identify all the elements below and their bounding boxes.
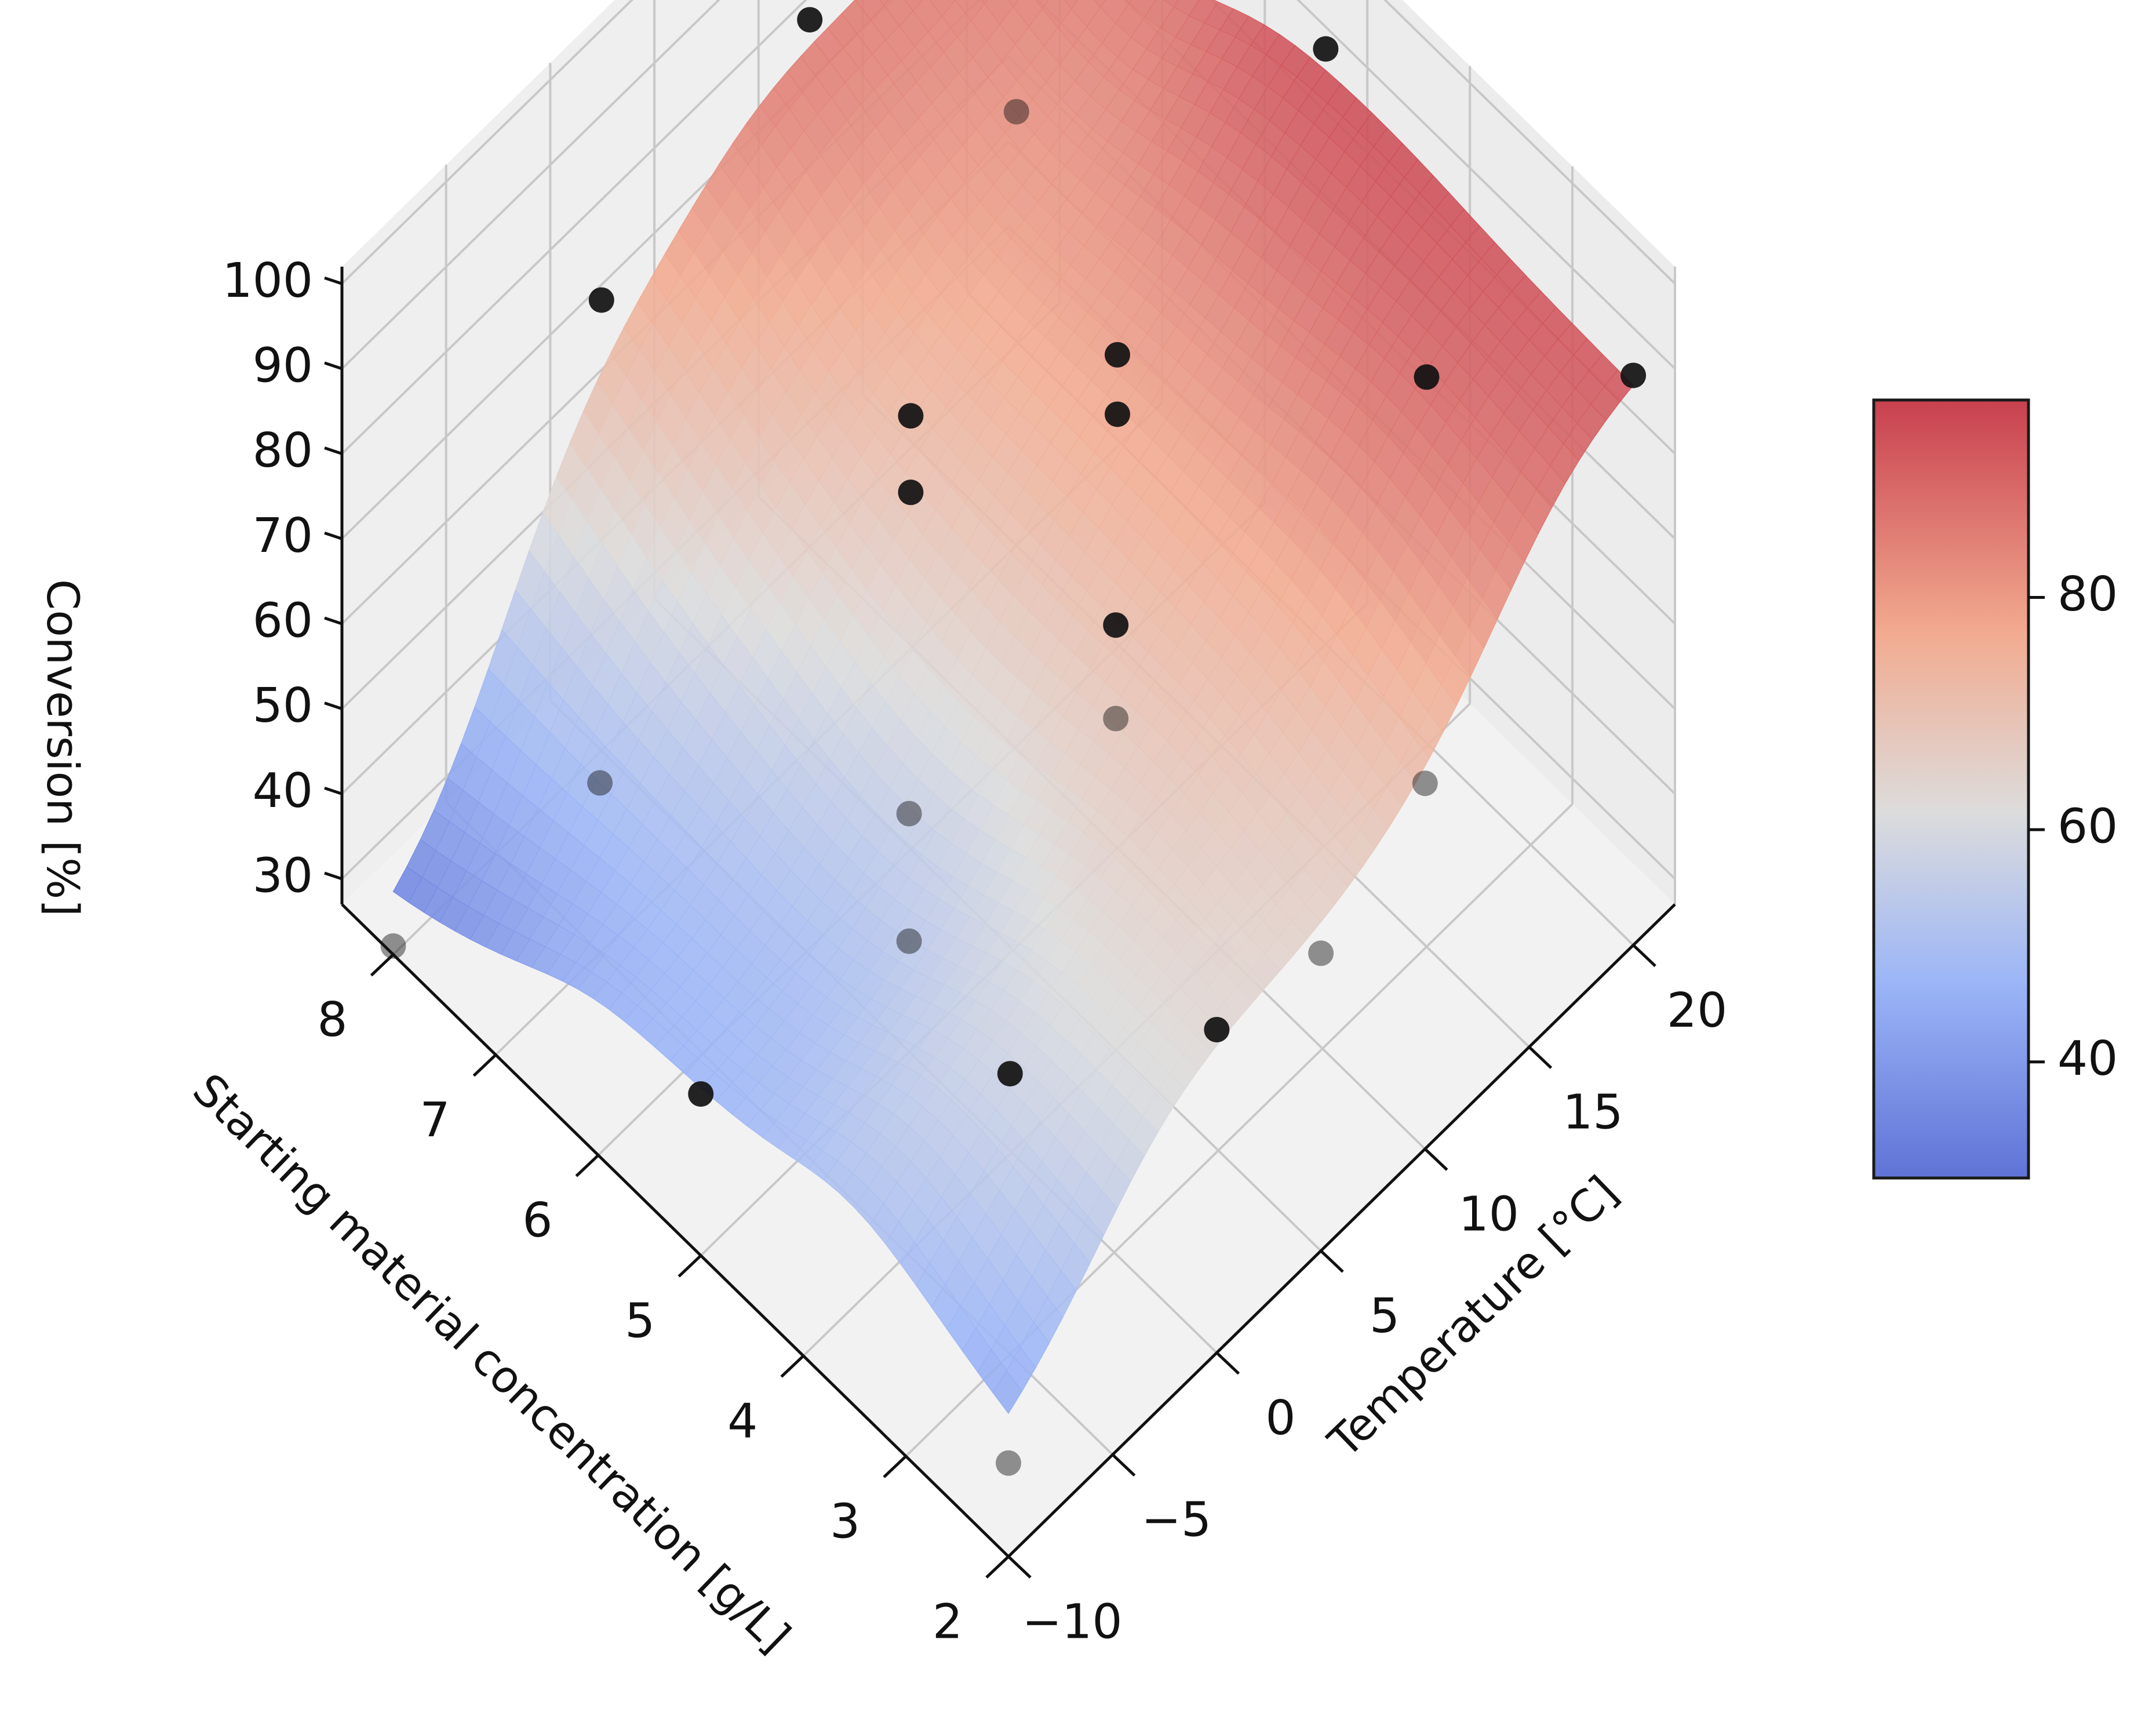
z-tick-label: 70 [253, 508, 313, 563]
tick-mark [1528, 1046, 1553, 1069]
data-point [898, 403, 924, 429]
data-point [1204, 1017, 1230, 1043]
surface-patch [1008, 0, 1019, 8]
data-point [1003, 99, 1029, 125]
tick-mark [370, 953, 395, 977]
y-tick-label: 2 [933, 1594, 963, 1649]
data-point [380, 933, 406, 959]
surface-patch [992, 1370, 1023, 1415]
data-point [997, 1061, 1023, 1087]
surface-patch [981, 0, 988, 5]
colorbar: 40 60 80 [1872, 398, 2118, 1180]
data-point [797, 7, 823, 33]
x-tick-label: 10 [1459, 1187, 1519, 1242]
y-axis-line [341, 903, 1010, 1558]
y-tick-label: 3 [830, 1494, 860, 1549]
tick-mark [324, 531, 343, 540]
z-tick-label: 90 [253, 338, 313, 393]
tick-mark [324, 446, 343, 456]
tick-mark [575, 1154, 600, 1177]
tick-mark [324, 276, 343, 285]
y-tick-label: 6 [522, 1193, 552, 1248]
data-point [896, 801, 922, 827]
tick-mark [324, 701, 343, 711]
x-tick-label: 5 [1370, 1289, 1400, 1344]
tick-mark [324, 786, 343, 795]
tick-mark [1424, 1148, 1448, 1171]
z-tick-label: 40 [253, 763, 313, 819]
z-tick-label: 100 [222, 253, 313, 308]
data-point [1313, 36, 1339, 62]
data-point [996, 1450, 1021, 1476]
x-tick-label: −10 [1022, 1594, 1122, 1649]
tick-mark [1007, 1555, 1032, 1579]
data-point [1308, 940, 1334, 966]
colorbar-gradient [1872, 398, 2030, 1180]
data-point [1103, 706, 1129, 732]
z-tick-label: 50 [253, 678, 313, 733]
grid-line [341, 0, 894, 540]
surface-patch [879, 0, 890, 6]
tick-mark [780, 1355, 804, 1378]
data-point [896, 928, 922, 954]
tick-mark [1111, 1453, 1136, 1477]
y-tick-label: 7 [420, 1093, 450, 1148]
z-tick-label: 80 [253, 423, 313, 478]
x-axis-line [1007, 903, 1676, 1558]
axis-lines [340, 267, 1676, 1558]
tick-mark [1320, 1249, 1344, 1273]
grid-line [341, 0, 720, 370]
data-point [588, 287, 614, 313]
x-tick-label: 0 [1265, 1391, 1295, 1446]
x-tick-label: −5 [1141, 1493, 1211, 1548]
data-point [1412, 770, 1438, 797]
data-points [380, 7, 1647, 1476]
data-point [1414, 364, 1440, 390]
y-tick-label: 4 [727, 1394, 757, 1449]
tick-mark [1632, 944, 1656, 968]
y-tick-label: 5 [625, 1293, 655, 1348]
grid-line [341, 0, 634, 285]
tick-mark [472, 1053, 497, 1077]
data-point [587, 770, 613, 796]
z-tick-label: 30 [253, 848, 313, 903]
tick-mark [883, 1455, 907, 1478]
z-tick-label: 60 [253, 593, 313, 648]
conversion-surface [392, 0, 1634, 1415]
tick-mark [324, 616, 343, 626]
colorbar-ticks: 40 60 80 [2028, 567, 2118, 1086]
colorbar-tick-label: 40 [2057, 1031, 2118, 1086]
grid-line [341, 0, 807, 455]
surface-patch [1064, 0, 1079, 10]
tick-mark [324, 871, 343, 881]
surface-patch [1035, 0, 1050, 9]
tick-mark [985, 1555, 1010, 1579]
data-point [1103, 612, 1129, 638]
tick-mark [324, 361, 343, 370]
tick-mark [678, 1254, 702, 1278]
surface-patch [1093, 0, 1106, 8]
grid-line [1383, 0, 1676, 285]
x-tick-label: 20 [1667, 983, 1727, 1038]
tick-mark [1215, 1351, 1240, 1375]
axis-ticks: −10 −5 0 5 10 15 20 2 3 4 5 6 7 8 30 40 50 60 70 80 90 100 [222, 253, 1727, 1650]
data-point [898, 479, 924, 506]
surface-patch [1126, 0, 1132, 4]
data-point [1105, 342, 1130, 368]
data-point [688, 1081, 714, 1107]
data-point [1105, 401, 1130, 427]
data-point [1620, 362, 1647, 388]
colorbar-tick-label: 60 [2057, 799, 2118, 855]
y-tick-label: 8 [317, 992, 347, 1048]
z-axis-label: Conversion [%] [37, 579, 89, 917]
x-tick-label: 15 [1563, 1085, 1623, 1140]
grid-line [1296, 0, 1676, 370]
colorbar-tick-label: 80 [2057, 567, 2118, 622]
